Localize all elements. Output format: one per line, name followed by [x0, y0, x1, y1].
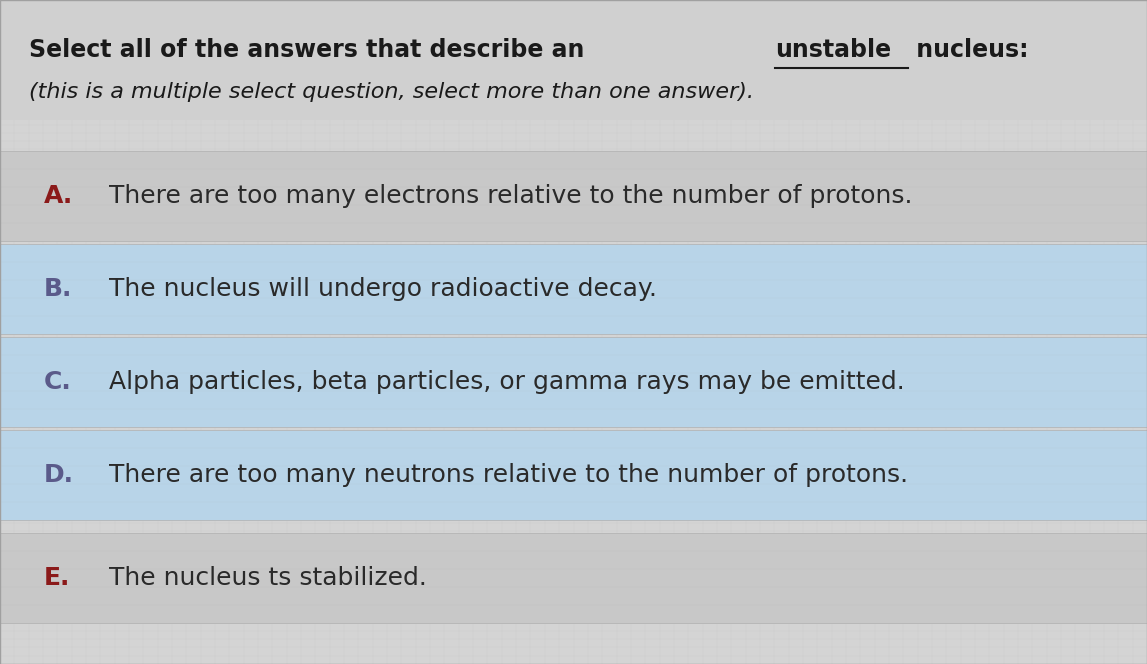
Bar	[0, 337, 1147, 427]
Text: The nucleus ts stabilized.: The nucleus ts stabilized.	[109, 566, 427, 590]
Text: Alpha particles, beta particles, or gamma rays may be emitted.: Alpha particles, beta particles, or gamm…	[109, 370, 905, 394]
Bar	[0, 151, 1147, 241]
Text: B.: B.	[44, 277, 72, 301]
Text: Select all of the answers that describe an: Select all of the answers that describe …	[29, 38, 592, 62]
Bar	[0, 430, 1147, 519]
Text: There are too many neutrons relative to the number of protons.: There are too many neutrons relative to …	[109, 463, 908, 487]
Text: D.: D.	[44, 463, 73, 487]
Text: E.: E.	[44, 566, 70, 590]
Text: The nucleus will undergo radioactive decay.: The nucleus will undergo radioactive dec…	[109, 277, 657, 301]
Bar	[0, 0, 1147, 120]
Text: A.: A.	[44, 184, 73, 208]
Bar	[0, 244, 1147, 333]
Text: (this is a multiple select question, select more than one answer).: (this is a multiple select question, sel…	[29, 82, 754, 102]
Bar	[0, 533, 1147, 623]
Text: C.: C.	[44, 370, 71, 394]
Text: unstable: unstable	[775, 38, 891, 62]
Text: There are too many electrons relative to the number of protons.: There are too many electrons relative to…	[109, 184, 913, 208]
Text: nucleus:: nucleus:	[908, 38, 1029, 62]
